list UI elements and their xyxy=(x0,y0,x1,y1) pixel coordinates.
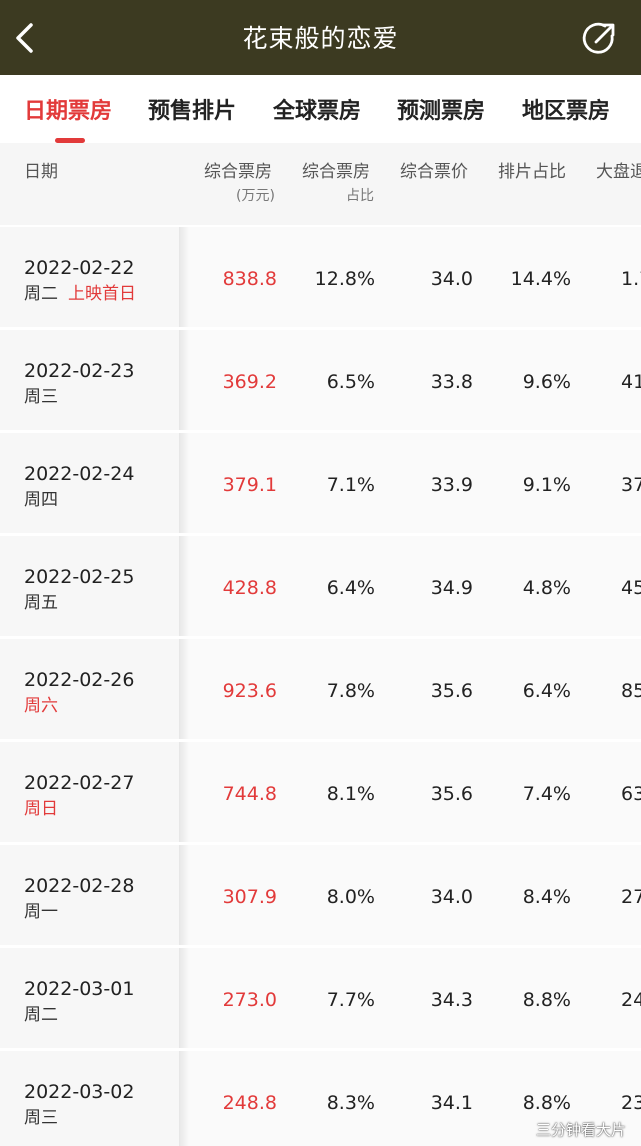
row-box-share: 8.0% xyxy=(326,886,375,908)
tab-regional-box-office[interactable]: 地区票房 xyxy=(522,99,611,124)
row-avg-price: 34.9 xyxy=(430,577,473,599)
table-row[interactable]: 2022-02-23 周三 369.2 6.5% 33.8 9.6% 41 xyxy=(0,330,641,430)
share-icon[interactable] xyxy=(581,21,617,57)
row-date: 2022-02-26 xyxy=(24,669,135,691)
page-title: 花束般的恋爱 xyxy=(242,24,399,53)
column-header-avg-price: 综合票价 xyxy=(400,162,468,182)
column-header-box-office: 综合票房 xyxy=(204,162,272,182)
row-market: 27 xyxy=(621,886,641,908)
row-weekday: 周三 xyxy=(24,387,58,407)
top-bar: 花束般的恋爱 xyxy=(0,0,641,75)
row-date: 2022-03-01 xyxy=(24,978,135,1000)
tab-forecast-box-office[interactable]: 预测票房 xyxy=(397,99,486,124)
row-box-share: 6.5% xyxy=(326,371,375,393)
row-weekday: 周三 xyxy=(24,1108,58,1128)
column-header-screening-share: 排片占比 xyxy=(498,162,566,182)
active-tab-indicator xyxy=(55,138,85,143)
row-screening-share: 4.8% xyxy=(522,577,571,599)
table-row[interactable]: 2022-02-25 周五 428.8 6.4% 34.9 4.8% 45 xyxy=(0,536,641,636)
row-weekday: 周二 xyxy=(24,1005,58,1025)
row-market: 45 xyxy=(621,577,641,599)
row-weekday: 周一 xyxy=(24,902,58,922)
row-market: 63 xyxy=(621,783,641,805)
row-avg-price: 34.0 xyxy=(430,886,473,908)
row-market: 37 xyxy=(621,474,641,496)
row-date: 2022-02-28 xyxy=(24,875,135,897)
row-box-office: 307.9 xyxy=(222,886,277,908)
row-avg-price: 34.1 xyxy=(430,1092,473,1114)
row-screening-share: 9.1% xyxy=(522,474,571,496)
table-row[interactable]: 2022-02-28 周一 307.9 8.0% 34.0 8.4% 27 xyxy=(0,845,641,945)
column-header-date: 日期 xyxy=(24,162,58,182)
row-box-office: 838.8 xyxy=(222,268,277,290)
watermark: 三分钟看大片 xyxy=(536,1121,627,1139)
row-box-office: 379.1 xyxy=(222,474,277,496)
row-date: 2022-02-22 xyxy=(24,257,135,279)
daily-box-office-table: 2022-02-22 周二 上映首日 838.8 12.8% 34.0 14.4… xyxy=(0,227,641,1146)
row-box-office: 248.8 xyxy=(222,1092,277,1114)
row-screening-share: 8.8% xyxy=(522,989,571,1011)
row-screening-share: 8.4% xyxy=(522,886,571,908)
row-market: 23 xyxy=(621,1092,641,1114)
table-row[interactable]: 2022-02-27 周日 744.8 8.1% 35.6 7.4% 63 xyxy=(0,742,641,842)
row-date: 2022-02-24 xyxy=(24,463,135,485)
row-avg-price: 33.8 xyxy=(430,371,473,393)
row-box-share: 12.8% xyxy=(314,268,375,290)
column-header-box-share: 综合票房 xyxy=(302,162,370,182)
row-avg-price: 35.6 xyxy=(430,680,473,702)
row-box-office: 428.8 xyxy=(222,577,277,599)
column-header-box-share-sub: 占比 xyxy=(346,188,374,204)
tab-global-box-office[interactable]: 全球票房 xyxy=(273,99,362,124)
row-weekday: 周四 xyxy=(24,490,58,510)
row-weekday: 周日 xyxy=(24,799,58,819)
premiere-day-tag: 上映首日 xyxy=(68,284,136,304)
row-box-share: 7.7% xyxy=(326,989,375,1011)
row-box-office: 369.2 xyxy=(222,371,277,393)
row-weekday: 周六 xyxy=(24,696,58,716)
chevron-left-icon[interactable] xyxy=(12,22,38,54)
column-header-box-office-unit: (万元) xyxy=(236,188,275,204)
row-market: 24 xyxy=(621,989,641,1011)
row-screening-share: 6.4% xyxy=(522,680,571,702)
tab-daily-box-office[interactable]: 日期票房 xyxy=(24,99,113,124)
row-box-share: 8.3% xyxy=(326,1092,375,1114)
row-avg-price: 34.3 xyxy=(430,989,473,1011)
row-box-share: 6.4% xyxy=(326,577,375,599)
row-weekday: 周二 xyxy=(24,284,58,304)
row-date: 2022-03-02 xyxy=(24,1081,135,1103)
table-row[interactable]: 2022-02-22 周二 上映首日 838.8 12.8% 34.0 14.4… xyxy=(0,227,641,327)
row-screening-share: 7.4% xyxy=(522,783,571,805)
row-box-office: 923.6 xyxy=(222,680,277,702)
row-date: 2022-02-25 xyxy=(24,566,135,588)
row-box-share: 7.1% xyxy=(326,474,375,496)
row-box-office: 744.8 xyxy=(222,783,277,805)
row-date: 2022-02-27 xyxy=(24,772,135,794)
table-row[interactable]: 2022-02-26 周六 923.6 7.8% 35.6 6.4% 85 xyxy=(0,639,641,739)
tab-bar: 日期票房 预售排片 全球票房 预测票房 地区票房 xyxy=(0,75,641,141)
column-header-market: 大盘退 xyxy=(596,162,641,182)
row-avg-price: 34.0 xyxy=(430,268,473,290)
row-weekday: 周五 xyxy=(24,593,58,613)
row-market: 85 xyxy=(621,680,641,702)
row-date: 2022-02-23 xyxy=(24,360,135,382)
row-market: 41 xyxy=(621,371,641,393)
row-box-share: 8.1% xyxy=(326,783,375,805)
table-row[interactable]: 2022-03-01 周二 273.0 7.7% 34.3 8.8% 24 xyxy=(0,948,641,1048)
table-row[interactable]: 2022-03-02 周三 248.8 8.3% 34.1 8.8% 23 xyxy=(0,1051,641,1146)
row-screening-share: 14.4% xyxy=(510,268,571,290)
table-header: 日期 综合票房 (万元) 综合票房 占比 综合票价 排片占比 大盘退 xyxy=(0,143,641,225)
row-screening-share: 9.6% xyxy=(522,371,571,393)
row-box-share: 7.8% xyxy=(326,680,375,702)
tab-presale-screening[interactable]: 预售排片 xyxy=(148,99,237,124)
row-avg-price: 35.6 xyxy=(430,783,473,805)
row-box-office: 273.0 xyxy=(222,989,277,1011)
row-avg-price: 33.9 xyxy=(430,474,473,496)
row-screening-share: 8.8% xyxy=(522,1092,571,1114)
table-row[interactable]: 2022-02-24 周四 379.1 7.1% 33.9 9.1% 37 xyxy=(0,433,641,533)
row-market: 1.7 xyxy=(621,268,641,290)
